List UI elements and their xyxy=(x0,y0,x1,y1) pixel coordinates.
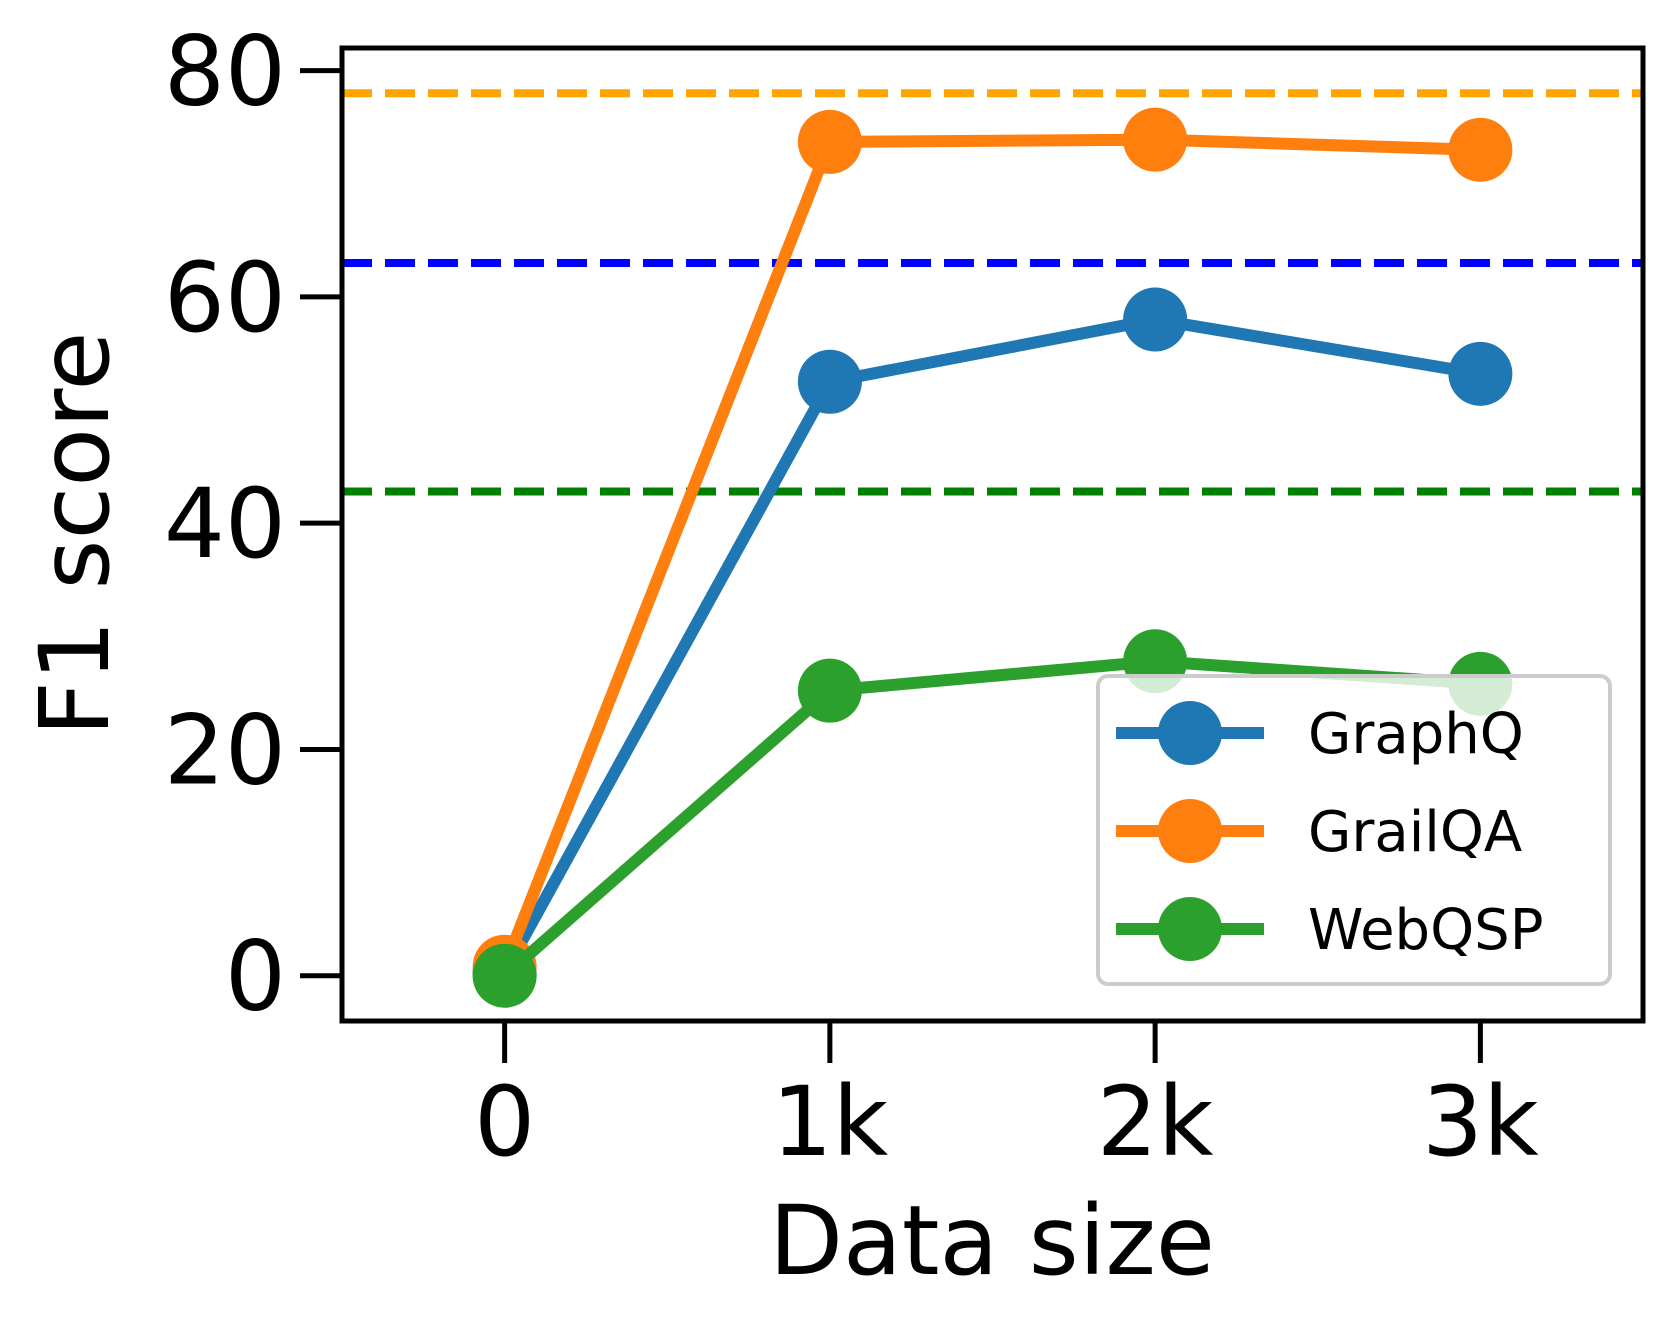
x-tick-label: 1k xyxy=(772,1066,889,1178)
legend-label-graphq: GraphQ xyxy=(1308,702,1524,767)
plot-frame xyxy=(339,45,1646,1024)
y-axis-label: F1 score xyxy=(19,332,131,737)
legend: GraphQ GrailQA WebQSP xyxy=(1096,674,1612,986)
reference-lines xyxy=(342,89,1643,496)
data-point-grailqa xyxy=(797,109,862,174)
series-line-webqsp xyxy=(500,655,1481,981)
data-point-grailqa xyxy=(1448,117,1513,182)
data-point-graphq xyxy=(1123,287,1188,352)
x-tick-label: 3k xyxy=(1422,1066,1539,1178)
y-tick-label: 20 xyxy=(164,694,286,806)
y-tick-label: 80 xyxy=(164,16,286,128)
x-axis: 0 1k 2k 3k xyxy=(474,1021,1539,1178)
legend-marker-grailqa xyxy=(1158,799,1222,863)
data-point-graphq xyxy=(1448,341,1513,406)
y-tick-label: 60 xyxy=(164,242,286,354)
y-axis: 0 20 40 60 80 xyxy=(164,16,342,1033)
data-point-webqsp xyxy=(472,943,537,1008)
x-tick-label: 2k xyxy=(1097,1066,1214,1178)
y-tick-label: 0 xyxy=(225,921,286,1033)
legend-marker-graphq xyxy=(1158,701,1222,765)
data-point-grailqa xyxy=(1123,107,1188,172)
data-point-webqsp xyxy=(797,658,862,723)
series-line-graphq xyxy=(499,313,1482,976)
legend-label-grailqa: GrailQA xyxy=(1308,800,1522,865)
legend-marker-webqsp xyxy=(1158,897,1222,961)
legend-label-webqsp: WebQSP xyxy=(1308,898,1543,963)
series-line-grailqa xyxy=(499,133,1481,969)
legend-frame xyxy=(1096,674,1612,986)
data-point-graphq xyxy=(797,349,862,414)
y-tick-label: 40 xyxy=(164,468,286,580)
x-axis-label: Data size xyxy=(769,1185,1215,1297)
x-tick-label: 0 xyxy=(474,1066,535,1178)
